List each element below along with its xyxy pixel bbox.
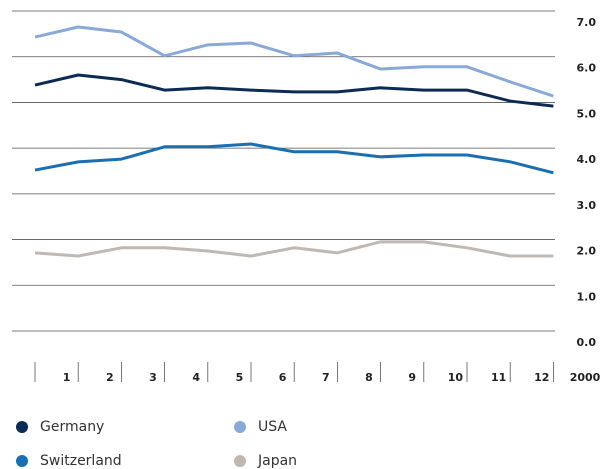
legend-marker: [16, 421, 28, 433]
series-line: [34, 240, 554, 258]
legend-label: Switzerland: [40, 453, 122, 469]
legend-marker: [16, 455, 28, 467]
series-line: [34, 25, 554, 98]
x-tick-label: 7: [322, 371, 330, 384]
x-tick-label: 12: [534, 371, 549, 384]
y-tick-label: 2.0: [577, 245, 597, 258]
series-line: [34, 73, 554, 108]
y-tick-label: 4.0: [577, 153, 597, 166]
legend-label: Japan: [257, 453, 297, 469]
x-tick-label: 11: [491, 371, 506, 384]
y-tick-label: 3.0: [577, 199, 597, 212]
y-tick-label: 5.0: [577, 107, 597, 120]
legend-marker: [234, 455, 246, 467]
x-tick-label: 5: [236, 371, 244, 384]
y-tick-label: 7.0: [577, 16, 597, 29]
y-tick-label: 1.0: [577, 290, 597, 303]
y-tick-label: 6.0: [577, 62, 597, 75]
x-tick-label: 2000: [570, 371, 601, 384]
y-tick-label: 0.0: [577, 336, 597, 349]
x-tick-label: 10: [448, 371, 464, 384]
series-line: [34, 142, 554, 175]
x-tick-label: 3: [149, 371, 157, 384]
x-tick-label: 2: [106, 371, 114, 384]
legend-label: Germany: [40, 419, 104, 435]
x-tick-label: 6: [279, 371, 287, 384]
x-tick-label: 4: [192, 371, 200, 384]
x-tick-label: 9: [408, 371, 416, 384]
x-tick-label: 1: [63, 371, 71, 384]
legend-label: USA: [258, 419, 287, 435]
legend-marker: [234, 421, 246, 433]
x-tick-label: 8: [365, 371, 373, 384]
